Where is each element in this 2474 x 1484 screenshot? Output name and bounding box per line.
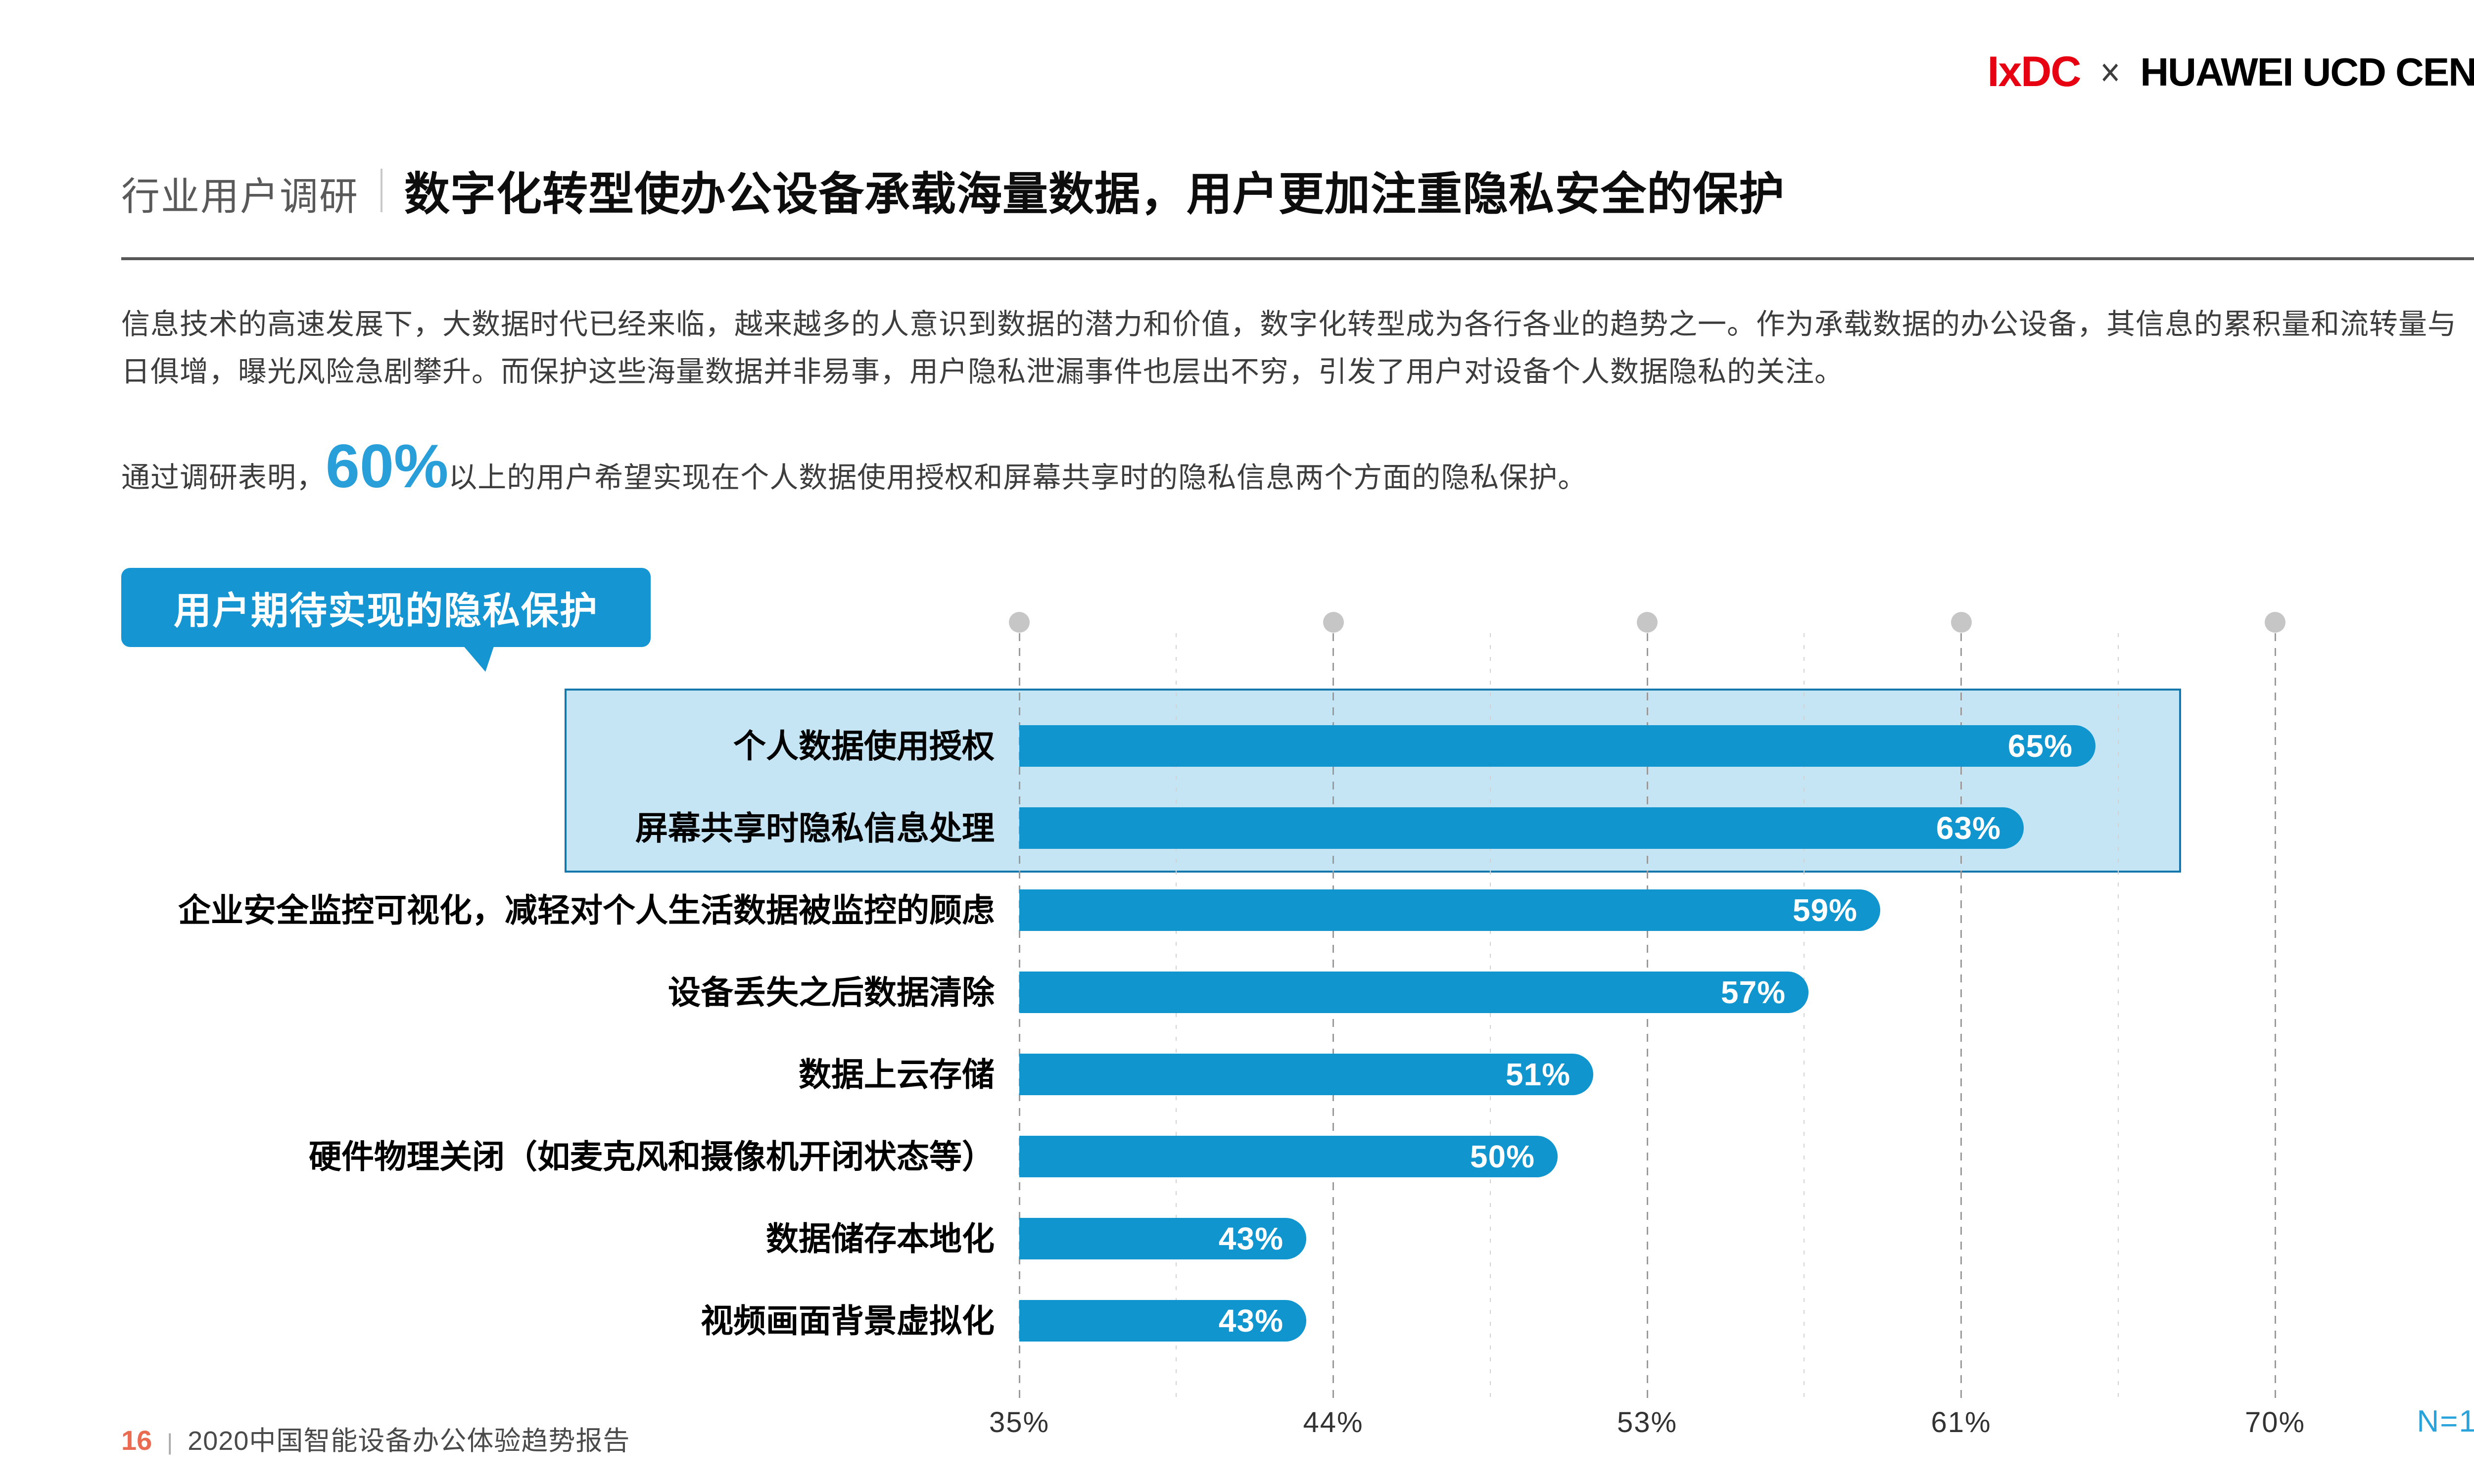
bar: 43% (1019, 1218, 1306, 1259)
bar-value-label: 65% (2007, 728, 2073, 764)
bar-value-label: 57% (1720, 974, 1786, 1010)
major-gridline (1960, 633, 1962, 1400)
major-gridline (1332, 633, 1334, 1400)
footer: 16 | 2020中国智能设备办公体验趋势报告 (121, 1419, 630, 1458)
report-title: 2020中国智能设备办公体验趋势报告 (188, 1426, 630, 1456)
category-label: 数据储存本地化 (766, 1220, 995, 1257)
intro-line-2: 日俱增，曝光风险急剧攀升。而保护这些海量数据并非易事，用户隐私泄漏事件也层出不穷… (121, 356, 1844, 388)
bar: 59% (1019, 889, 1880, 931)
x-tick-label: 70% (2244, 1406, 2306, 1438)
category-label: 数据上云存储 (799, 1056, 995, 1093)
x-tick-label: 35% (989, 1406, 1050, 1438)
stat-suffix: 以上的用户希望实现在个人数据使用授权和屏幕共享时的隐私信息两个方面的隐私保护。 (448, 462, 1587, 494)
bar-value-label: 63% (1936, 810, 2001, 846)
category-label: 硬件物理关闭（如麦克风和摄像机开闭状态等） (309, 1138, 995, 1175)
gridline-dot (2265, 612, 2285, 633)
page-title: 数字化转型使办公设备承载海量数据，用户更加注重隐私安全的保护 (404, 169, 1785, 220)
header: 行业用户调研 数字化转型使办公设备承载海量数据，用户更加注重隐私安全的保护 (121, 157, 2474, 223)
x-tick-label: 44% (1303, 1406, 1364, 1438)
x-tick-label: 53% (1617, 1406, 1678, 1438)
bar: 51% (1019, 1054, 1593, 1095)
gridline-dot (1323, 612, 1344, 633)
title-underline (121, 257, 2474, 260)
intro-paragraph: 信息技术的高速发展下，大数据时代已经来临，越来越多的人意识到数据的潜力和价值，数… (121, 301, 2474, 396)
major-gridline (1646, 633, 1648, 1400)
category-label: 设备丢失之后数据清除 (668, 974, 995, 1011)
header-divider (381, 168, 383, 212)
gridline-dot (1951, 612, 1972, 633)
x-tick-label: 61% (1931, 1406, 1992, 1438)
huawei-ucd-center-logo: HUAWEI UCD CENTER (2140, 49, 2474, 94)
category-label: 屏幕共享时隐私信息处理 (635, 810, 995, 846)
bar-value-label: 51% (1505, 1057, 1570, 1092)
bar-value-label: 50% (1470, 1139, 1535, 1174)
section-eyebrow: 行业用户调研 (121, 175, 359, 218)
stat-line: 通过调研表明， 60% 以上的用户希望实现在个人数据使用授权和屏幕共享时的隐私信… (121, 431, 1587, 502)
brand-logo: IxDC × HUAWEI UCD CENTER (1987, 47, 2474, 96)
category-label: 视频画面背景虚拟化 (701, 1302, 995, 1339)
chart-title-label: 用户期待实现的隐私保护 (174, 590, 598, 632)
gridline-dot (1009, 612, 1030, 633)
bar: 65% (1019, 725, 2095, 767)
minor-gridline (1804, 633, 1805, 1400)
gridline-dot (1637, 612, 1658, 633)
sample-size-label: N=1984 (2417, 1404, 2474, 1438)
category-label: 企业安全监控可视化，减轻对个人生活数据被监控的顾虑 (178, 892, 995, 928)
bar: 57% (1019, 972, 1808, 1013)
bar-value-label: 43% (1218, 1303, 1284, 1339)
category-label: 个人数据使用授权 (733, 728, 995, 764)
page-number: 16 (121, 1425, 152, 1456)
footer-divider: | (167, 1429, 173, 1455)
collab-x-icon: × (2100, 49, 2121, 94)
stat-prefix: 通过调研表明， (121, 462, 326, 494)
major-gridline (2274, 633, 2276, 1400)
chart-title-callout: 用户期待实现的隐私保护 (121, 568, 651, 647)
bar: 43% (1019, 1300, 1306, 1342)
major-gridline (1018, 633, 1020, 1400)
bar: 63% (1019, 807, 2024, 849)
ixdc-logo: IxDC (1987, 48, 2081, 95)
minor-gridline (1489, 633, 1491, 1400)
bar: 50% (1019, 1136, 1558, 1177)
minor-gridline (2117, 633, 2119, 1400)
intro-line-1: 信息技术的高速发展下，大数据时代已经来临，越来越多的人意识到数据的潜力和价值，数… (121, 308, 2457, 340)
bar-value-label: 59% (1792, 892, 1857, 928)
minor-gridline (1176, 633, 1177, 1400)
stat-value: 60% (326, 432, 449, 501)
bar-value-label: 43% (1218, 1221, 1284, 1256)
